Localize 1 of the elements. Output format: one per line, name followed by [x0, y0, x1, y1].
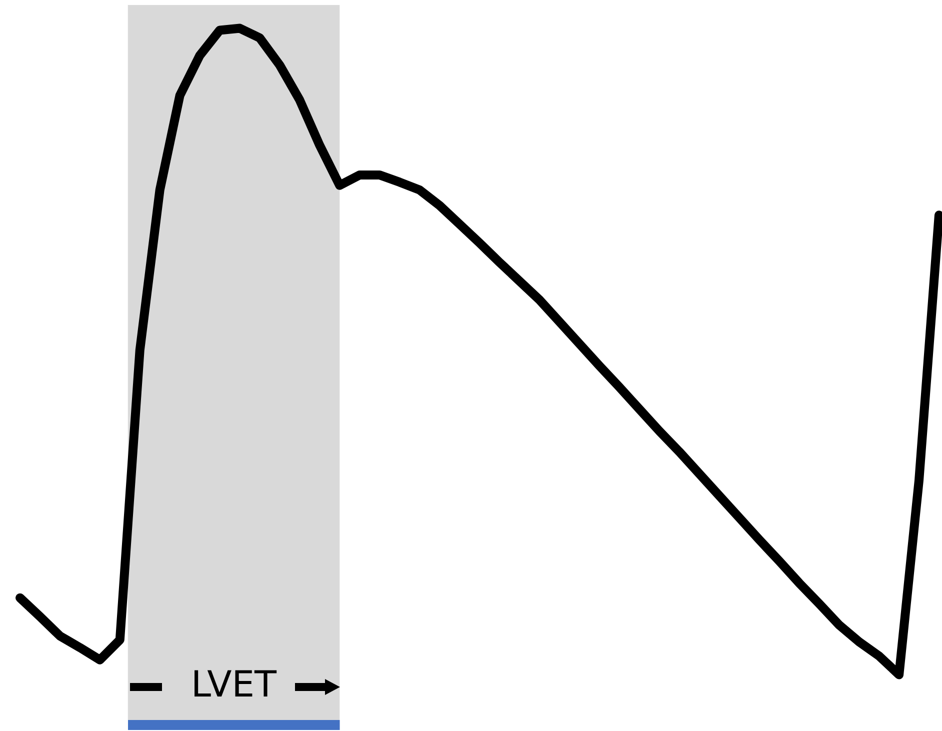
annotation: LVET [191, 664, 278, 706]
